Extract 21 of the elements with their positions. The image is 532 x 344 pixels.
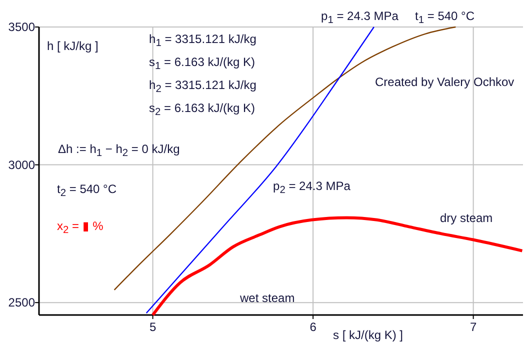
y-tick-label: 3000 bbox=[8, 158, 36, 172]
y-tick-label: 3500 bbox=[8, 20, 36, 34]
y-axis-title: h [ kJ/kg ] bbox=[47, 39, 98, 53]
text: p$_{1}$ = 24.3 MPa bbox=[321, 9, 399, 26]
annotation: x$_{2}$ = ▮ % bbox=[57, 219, 104, 236]
annotation: s$_{2}$ = 6.163 kJ/(kg K) bbox=[149, 101, 256, 118]
annotation: p$_{2}$ = 24.3 MPa bbox=[273, 179, 351, 196]
x-tick-label: 7 bbox=[470, 320, 477, 334]
annotation: s$_{1}$ = 6.163 kJ/(kg K) bbox=[149, 55, 256, 72]
annotation: dry steam bbox=[440, 211, 493, 225]
y-tick-label: 2500 bbox=[8, 296, 36, 310]
annotation: t$_{2}$ = 540 °C bbox=[57, 182, 117, 199]
annotation: Created by Valery Ochkov bbox=[375, 75, 514, 89]
annotation: h$_{2}$ = 3315.121 kJ/kg bbox=[149, 78, 256, 95]
text: t$_{1}$ = 540 °C bbox=[415, 9, 475, 26]
annotation: wet steam bbox=[239, 291, 295, 305]
x-tick-label: 6 bbox=[310, 320, 317, 334]
x-tick-label: 5 bbox=[149, 320, 156, 334]
annotation: Δh := h$_{1}$ − h$_{2}$ = 0 kJ/kg bbox=[58, 142, 180, 159]
annotation: h$_{1}$ = 3315.121 kJ/kg bbox=[149, 32, 256, 49]
x-axis-title: s [ kJ/(kg K) ] bbox=[333, 328, 404, 342]
